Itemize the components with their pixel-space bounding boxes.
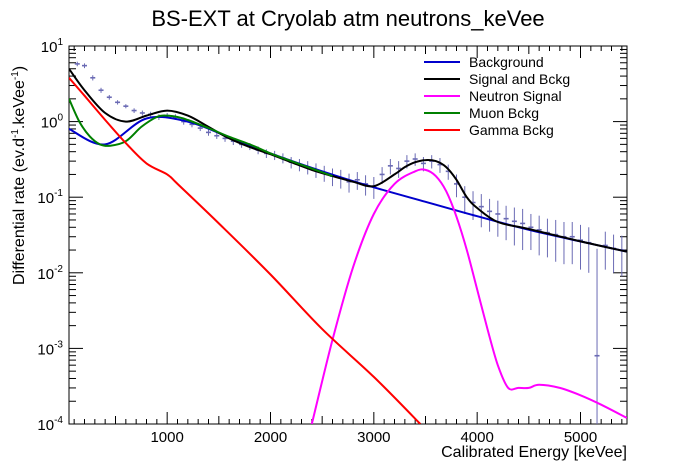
- data-point: [544, 218, 550, 258]
- y-axis-label-sup2: -1: [10, 71, 21, 80]
- data-point: [346, 173, 352, 193]
- y-tick-label: 10-4: [37, 415, 63, 434]
- data-point: [561, 221, 567, 265]
- data-point: [619, 235, 625, 277]
- data-point: [578, 224, 583, 270]
- legend-label: Background: [469, 54, 544, 70]
- legend-item: Muon Bckg: [424, 105, 539, 121]
- x-tick-label: 5000: [564, 429, 597, 446]
- data-point: [536, 215, 542, 256]
- legend-item: Gamma Bckg: [424, 122, 554, 138]
- data-point: [396, 161, 402, 178]
- series-lines: [69, 68, 627, 424]
- y-axis-label: Differential rate (ev.d-1.keVee-1): [10, 66, 28, 285]
- x-axis-ticks: 1000 2000 3000 4000 5000: [73, 46, 623, 446]
- data-point: [106, 94, 112, 100]
- series-line-2: [310, 168, 627, 424]
- data-point: [412, 153, 418, 166]
- data-point: [123, 104, 129, 109]
- data-point: [611, 234, 617, 273]
- y-axis-label-sup1: -1: [10, 129, 21, 138]
- y-tick-label: 10-1: [37, 188, 63, 207]
- data-point: [495, 200, 501, 237]
- series-line-3: [69, 98, 333, 178]
- data-point: [487, 198, 493, 232]
- data-point: [98, 87, 104, 93]
- plot-border: [68, 45, 628, 425]
- data-point: [429, 155, 435, 169]
- x-tick-label: 1000: [150, 429, 183, 446]
- plot-frame: [68, 45, 628, 425]
- data-point: [74, 61, 80, 67]
- data-point: [387, 159, 393, 175]
- data-point: [528, 213, 534, 251]
- data-point: [569, 221, 575, 265]
- series-line-4: [69, 77, 422, 424]
- data-point: [594, 248, 600, 424]
- legend-label: Muon Bckg: [469, 105, 539, 121]
- y-axis-ticks: 10-4 10-3 10-2 10-1 100 101: [37, 37, 627, 434]
- data-point: [82, 63, 87, 69]
- y-tick-label: 10-3: [37, 339, 63, 358]
- legend-item: Neutron Signal: [424, 88, 562, 104]
- chart-title: BS-EXT at Cryolab atm neutrons_keVee: [151, 6, 544, 31]
- x-tick-label: 4000: [460, 429, 493, 446]
- data-point: [206, 129, 211, 136]
- data-point: [139, 110, 145, 116]
- legend-label: Gamma Bckg: [469, 122, 554, 138]
- legend-label: Signal and Bckg: [469, 71, 570, 87]
- data-point: [437, 158, 443, 173]
- legend-item: Signal and Bckg: [424, 71, 570, 87]
- data-point: [131, 108, 137, 113]
- legend-item: Background: [424, 54, 544, 70]
- data-point: [602, 231, 608, 270]
- y-tick-label: 101: [41, 37, 64, 56]
- series-line-1: [69, 68, 627, 253]
- y-axis-label-end: ): [11, 66, 28, 71]
- y-axis-label-mid: .keVee: [11, 80, 28, 129]
- legend-label: Neutron Signal: [469, 88, 562, 104]
- x-axis-label: Calibrated Energy [keVee]: [441, 444, 627, 461]
- y-tick-label: 10-2: [37, 264, 63, 283]
- y-axis-label-main: Differential rate (ev.d: [11, 138, 28, 285]
- data-point: [90, 75, 96, 81]
- data-point: [214, 132, 220, 139]
- x-tick-label: 3000: [357, 429, 390, 446]
- data-point: [379, 167, 385, 184]
- data-point: [520, 208, 526, 251]
- data-point: [586, 227, 592, 273]
- x-tick-label: 2000: [254, 429, 287, 446]
- data-point: [553, 219, 559, 262]
- data-point: [115, 100, 121, 105]
- data-point: [354, 172, 360, 190]
- y-tick-label: 100: [41, 113, 64, 132]
